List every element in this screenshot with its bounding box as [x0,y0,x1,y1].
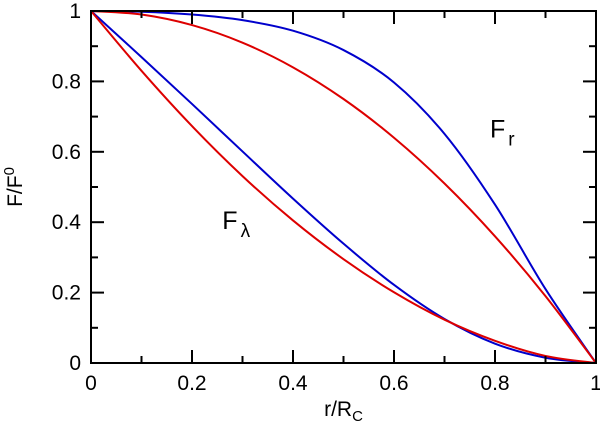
y-tick-label: 0.2 [52,282,81,305]
series-line-2 [90,10,597,364]
y-axis-title-superscript: 0 [1,167,18,175]
x-tick-label: 1 [590,372,600,395]
tick-labels-layer: 0 0.2 0.4 0.6 0.8 1 0 0.2 0.4 0.6 0.8 1 [52,0,600,395]
x-tick-label: 0 [85,372,97,395]
series-line-1 [90,10,597,364]
annotation-f-r-subscript: r [508,130,515,151]
x-axis-title: r/RC [324,398,363,425]
annotation-f-lambda-subscript: λ [241,221,251,242]
x-tick-label: 0.8 [480,372,509,395]
series-layer [90,10,597,364]
annotation-f-r-base: F [490,116,505,144]
annotation-f-lambda-base: F [222,207,237,235]
y-tick-label: 0 [69,352,81,375]
y-axis-title: F/F0 [1,167,27,207]
plot-frame [90,10,597,364]
x-axis-title-subscript: C [352,408,363,425]
series-line-0 [90,10,597,364]
ticks-layer [90,10,597,364]
y-tick-label: 0.4 [52,211,82,234]
series-line-3 [90,10,597,364]
y-tick-label: 1 [69,0,81,23]
x-tick-label: 0.4 [278,372,308,395]
x-tick-label: 0.6 [379,372,408,395]
y-tick-label: 0.8 [52,70,81,93]
x-tick-label: 0.2 [177,372,206,395]
y-tick-label: 0.6 [52,141,81,164]
y-axis-title-base: F/F [4,175,27,207]
x-axis-title-base: r/R [324,398,352,421]
